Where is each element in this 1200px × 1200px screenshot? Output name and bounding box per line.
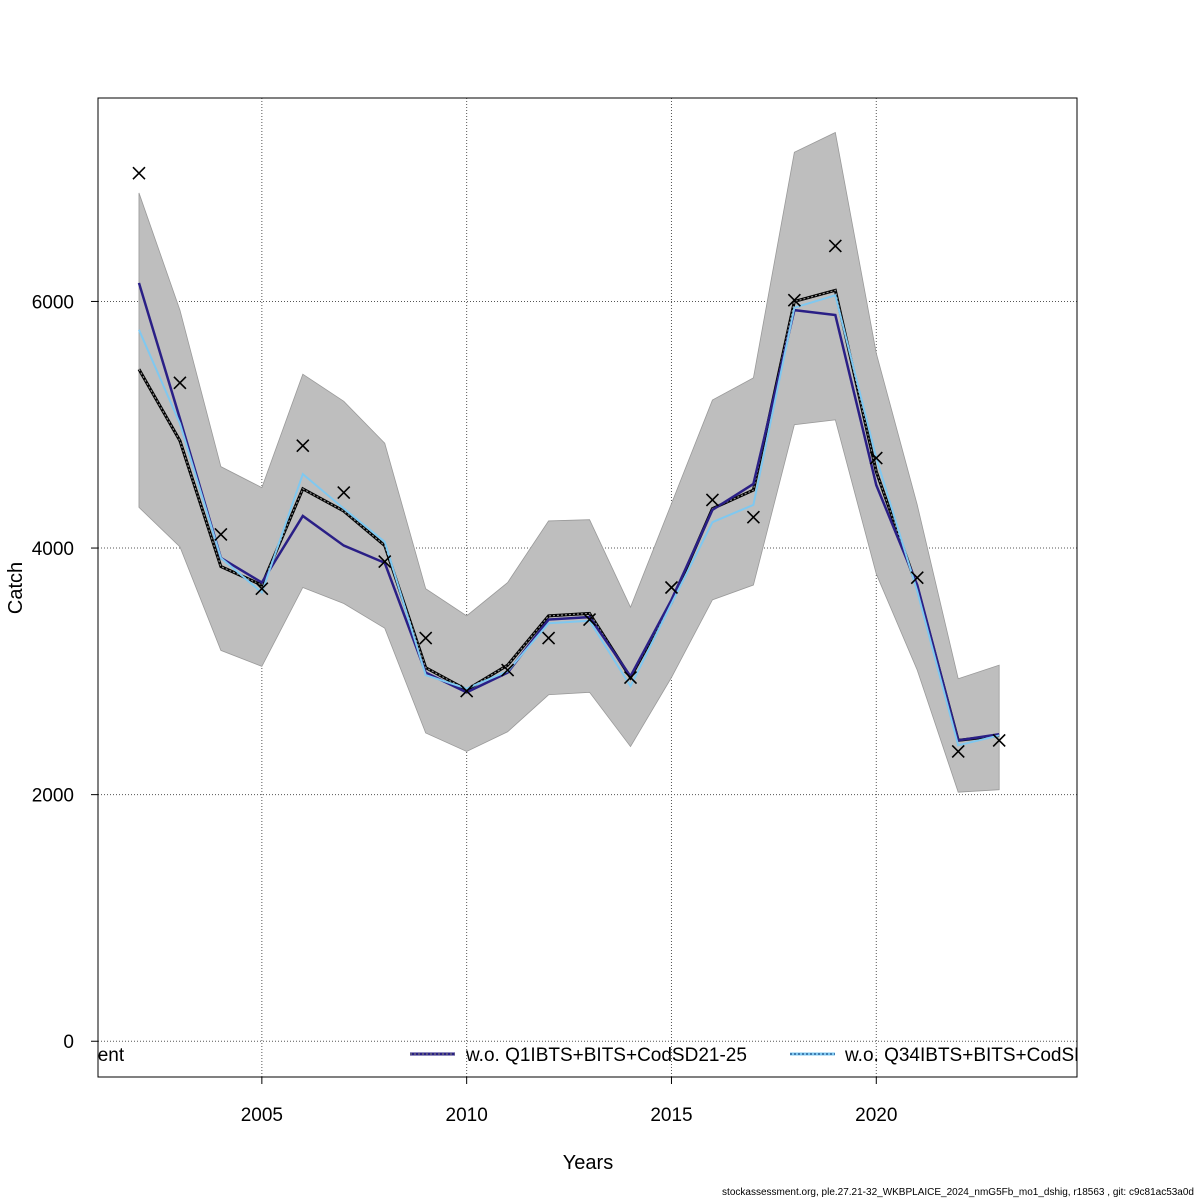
observed-point <box>951 744 965 759</box>
y-axis: 0 2000 4000 6000 <box>32 292 98 1053</box>
observed-point <box>910 571 924 585</box>
observed-point <box>705 493 720 507</box>
y-tick-label: 4000 <box>32 539 74 560</box>
confidence-band <box>138 131 1000 793</box>
observed-point <box>623 670 638 685</box>
plot-frame <box>97 97 1078 1078</box>
y-axis-title: Catch <box>5 562 27 614</box>
observed-point <box>501 663 515 677</box>
x-axis-title: Years <box>563 1152 613 1174</box>
x-tick-label: 2005 <box>241 1105 283 1126</box>
observed-point <box>419 631 433 645</box>
legend-label-wo-q1ibts: w.o. Q1IBTS+BITS+CodSD21-25 <box>465 1045 747 1066</box>
series-line-wo-q1ibts <box>137 282 1000 742</box>
y-tick-label: 0 <box>63 1032 74 1053</box>
observed-point <box>378 555 392 569</box>
observed-point <box>132 166 146 180</box>
series-lines <box>137 282 1000 747</box>
legend-label-current: current <box>65 1045 125 1066</box>
observed-point <box>787 293 801 307</box>
observed-point <box>992 733 1006 747</box>
observed-point <box>664 580 679 595</box>
observed-point <box>337 485 351 500</box>
footer-note: stockassessment.org, ple.27.21-32_WKBPLA… <box>722 1187 1194 1198</box>
observed-point <box>173 376 187 390</box>
observed-point <box>460 684 474 698</box>
observed-point <box>869 451 883 465</box>
observed-point <box>214 527 228 542</box>
observed-point <box>582 612 597 627</box>
legend: current w.o. Q1IBTS+BITS+CodSD21-25 w.o. Q… <box>65 1045 1137 1066</box>
observed-point <box>296 439 310 453</box>
series-line-wo-q34ibts <box>138 294 1000 747</box>
legend-label-wo-q34ibts: w.o. Q34IBTS+BITS+CodSD21-25 <box>844 1045 1137 1066</box>
series-line-current-dash <box>138 289 1000 742</box>
x-tick-label: 2015 <box>650 1105 692 1126</box>
observed-points <box>132 166 1006 759</box>
y-tick-label: 2000 <box>32 786 74 807</box>
x-tick-label: 2020 <box>855 1105 897 1126</box>
x-tick-label: 2010 <box>446 1105 488 1126</box>
observed-point <box>255 582 269 596</box>
confidence-band-area <box>138 131 1000 793</box>
x-axis: 2005 2010 2015 2020 <box>241 1077 897 1126</box>
y-tick-label: 6000 <box>32 292 74 313</box>
observed-point <box>746 510 760 524</box>
observed-point <box>828 239 842 253</box>
observed-point <box>542 631 556 645</box>
